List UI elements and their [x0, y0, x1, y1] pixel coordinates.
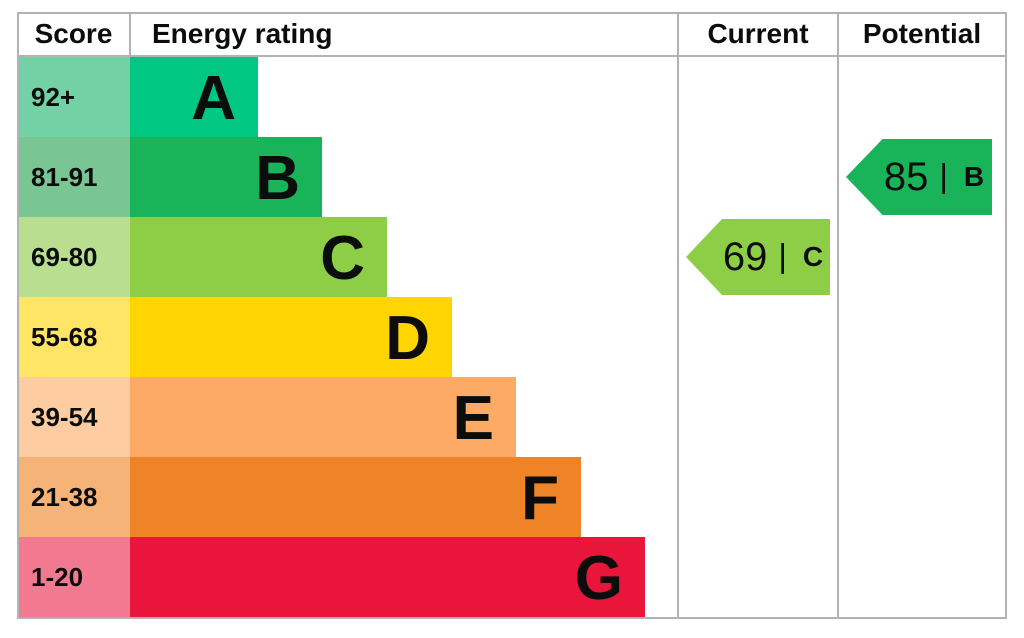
band-row-g: 1-20 G	[18, 537, 1007, 617]
band-bar: E	[130, 377, 516, 457]
band-row-f: 21-38 F	[18, 457, 1007, 537]
header-divider	[17, 55, 1007, 57]
band-bar: A	[130, 57, 258, 137]
current-rating-value: 69	[722, 235, 768, 279]
potential-rating-separator: |	[939, 156, 948, 194]
band-letter: C	[320, 224, 365, 293]
band-letter: A	[191, 64, 236, 133]
band-letter: D	[385, 304, 430, 373]
potential-column-divider	[837, 12, 839, 619]
band-score-range: 92+	[18, 57, 130, 137]
band-letter: G	[574, 544, 623, 613]
table-top-border	[17, 12, 1007, 14]
band-row-b: 81-91 B	[18, 137, 1007, 217]
band-bar: F	[130, 457, 581, 537]
band-bar: D	[130, 297, 452, 377]
band-score-range: 1-20	[18, 537, 130, 617]
band-letter: B	[255, 144, 300, 213]
column-header-potential: Potential	[862, 17, 982, 49]
potential-rating-band: B	[963, 161, 985, 192]
column-header-score: Score	[34, 17, 113, 49]
band-score-range: 21-38	[18, 457, 130, 537]
current-rating-separator: |	[778, 236, 787, 274]
band-letter: E	[452, 384, 494, 453]
band-score-range: 69-80	[18, 217, 130, 297]
table-right-border	[1005, 12, 1007, 619]
column-header-current: Current	[707, 17, 809, 49]
potential-rating-value: 85	[883, 155, 929, 199]
band-row-c: 69-80 C	[18, 217, 1007, 297]
band-bar: C	[130, 217, 387, 297]
band-score-range: 81-91	[18, 137, 130, 217]
band-score-range: 55-68	[18, 297, 130, 377]
table-bottom-border	[17, 617, 1007, 619]
table-left-border	[17, 12, 19, 619]
band-row-a: 92+ A	[18, 57, 1007, 137]
band-letter: F	[521, 464, 559, 533]
band-bar: B	[130, 137, 322, 217]
column-header-energy-rating: Energy rating	[152, 17, 333, 49]
score-column-divider	[129, 12, 131, 57]
band-row-e: 39-54 E	[18, 377, 1007, 457]
band-row-d: 55-68 D	[18, 297, 1007, 377]
band-bar: G	[130, 537, 645, 617]
current-rating-band: C	[802, 241, 824, 272]
current-column-divider	[677, 12, 679, 619]
band-score-range: 39-54	[18, 377, 130, 457]
